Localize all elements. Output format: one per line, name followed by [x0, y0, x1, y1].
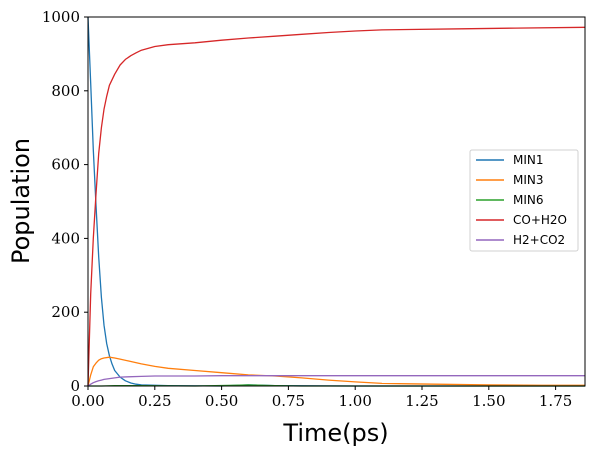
plot-area [87, 16, 586, 387]
x-tick-label: 1.00 [339, 392, 372, 410]
x-tick-label: 0.00 [71, 392, 104, 410]
series-line-h2-co2 [87, 375, 585, 387]
legend: MIN1 MIN3 MIN6 CO+H2O H2+CO2 [469, 149, 579, 252]
series-line-min3 [87, 356, 585, 387]
y-axis-title: Population [7, 138, 35, 264]
legend-box [469, 149, 579, 252]
plot-frame [87, 16, 586, 387]
x-tick-label: 0.25 [138, 392, 171, 410]
x-tick-label: 1.50 [472, 392, 505, 410]
x-axis-ticks: 0.00 0.25 0.50 0.75 1.00 1.25 1.50 1.75 [71, 386, 572, 410]
y-tick-label: 0 [70, 377, 80, 395]
y-tick-label: 600 [51, 156, 80, 174]
legend-label-min3: MIN3 [513, 173, 544, 187]
x-tick-label: 0.50 [205, 392, 238, 410]
y-axis-ticks: 0 200 400 600 800 1000 [42, 8, 88, 395]
x-tick-label: 1.25 [405, 392, 438, 410]
y-tick-label: 1000 [42, 8, 80, 26]
x-axis-title: Time(ps) [282, 419, 388, 447]
legend-label-co-h2o: CO+H2O [513, 213, 567, 227]
legend-label-min6: MIN6 [513, 193, 544, 207]
y-tick-label: 800 [51, 82, 80, 100]
y-tick-label: 200 [51, 303, 80, 321]
x-tick-label: 1.75 [539, 392, 572, 410]
legend-label-min1: MIN1 [513, 153, 544, 167]
y-tick-label: 400 [51, 229, 80, 247]
series-line-co-h2o [87, 26, 586, 387]
legend-label-h2-co2: H2+CO2 [513, 233, 565, 247]
x-tick-label: 0.75 [272, 392, 305, 410]
